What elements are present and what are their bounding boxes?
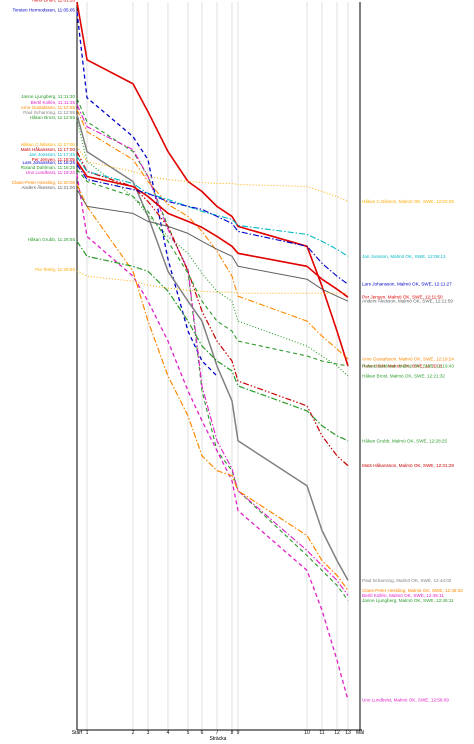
end-label: Håkan Brost, Malmö OK, SWE, 12:21:32 (362, 372, 445, 378)
end-label: Lars Johansson, Malmö OK, SWE, 12:11:27 (362, 282, 452, 287)
label-layer: Hans Lindn, 11:01:55 Hans Lindn, Malmö OK… (12, 0, 464, 703)
start-label: Mats Håkansson, 11:17:00 (21, 146, 76, 152)
end-label: Claes-Peter Hessling, Malmö OK, SWE, 12:… (362, 588, 463, 593)
series-line-1 (76, 1, 349, 367)
x-tick-label: 6 (201, 730, 204, 736)
series-line-14 (76, 174, 349, 701)
series-line-4 (76, 104, 349, 596)
series-line-12 (76, 164, 349, 285)
end-label: Arne Gustafsson, Malmö OK, SWE, 12:19:24 (362, 357, 454, 362)
start-label: Torsten Hermodsson, 11:05:05 (13, 7, 76, 12)
end-label: Bertil Kollén, Malmö OK, SWE, 12:45:11 (362, 593, 444, 598)
start-label: Anders Åkesson, 11:21:00 (21, 184, 75, 190)
grid-lines (86, 2, 361, 730)
end-label: Per Jenyen, Malmö OK, SWE, 12:11:50 (362, 295, 443, 300)
series-line-7 (76, 119, 349, 377)
x-tick-label: 4 (167, 730, 170, 736)
series-line-16 (76, 189, 349, 302)
end-label: Uno Lundkvist, Malmö OK, SWE, 12:58:09 (362, 698, 449, 703)
start-label: Lars Johansson, 11:18:25 (22, 160, 75, 165)
x-tick-label: 3 (147, 730, 150, 736)
start-label: Pia Tenby, 11:29:50 (35, 267, 75, 272)
series-layer (76, 1, 349, 701)
x-tick-label: 2 (132, 730, 135, 736)
x-tick-label: 8 (231, 730, 234, 736)
start-label: Uno Lundkvist, 11:19:20 (26, 170, 76, 175)
start-label: Arne Gustafsson, 11:12:55 (21, 105, 76, 110)
series-line-17 (76, 240, 349, 442)
series-line-15 (76, 184, 349, 591)
end-label: Mats Håkansson, Malmö OK, SWE, 12:31:29 (362, 462, 454, 468)
end-label: Paul Scharrong, Malmö OK, SWE, 12:44:02 (362, 578, 452, 583)
start-label: Janne Ljungberg, 11:11:30 (21, 94, 75, 99)
end-label: Jan Jonsson, Malmö OK, SWE, 12:08:13 (362, 254, 446, 259)
x-axis-label: Sträcka (210, 736, 227, 742)
start-label: Håkan Grubb, 11:26:55 (28, 236, 76, 242)
end-label: Håkan Grubb, Malmö OK, SWE, 12:28:25 (362, 437, 447, 443)
end-label: Roland Dahlman, Malmö OK, SWE, 12:19:43 (362, 364, 454, 369)
start-label: Håkan Brost, 11:12:55 (30, 114, 76, 120)
start-label: Bertil Kollén, 11:11:35 (31, 100, 76, 105)
start-label: Paul Scharrong, 11:12:55 (23, 110, 75, 115)
end-label: Hans Lindn, Malmö OK, SWE, 12:20:11 (362, 364, 443, 369)
end-label: Håkan C.Nilsson, Malmö OK, SWE, 12:02:28 (362, 198, 454, 204)
series-line-9 (76, 151, 349, 467)
x-tick-labels: Start 1 2 3 4 5 6 7 8 9 10 11 12 13 Mål (72, 729, 364, 736)
series-line-11 (76, 161, 349, 298)
start-label: Håkan C.Nilsson, 11:17:00 (21, 141, 76, 147)
x-tick-label: 13 (345, 730, 351, 736)
x-tick-label: 7 (216, 730, 219, 736)
end-label: Anders Åkesson, Malmö OK, SWE, 12:11:59 (362, 298, 453, 304)
x-tick-label: Start (72, 730, 83, 736)
series-line-3 (76, 98, 349, 601)
x-tick-label: 9 (237, 730, 240, 736)
series-line-2 (76, 11, 218, 377)
x-tick-label: 5 (187, 730, 190, 736)
start-label: Jan Jonsson, 11:17:45 (29, 152, 75, 157)
end-label: Janne Ljungberg, Malmö OK, SWE, 12:45:11 (362, 598, 454, 603)
start-label: Claes-Peter Hessling, 11:20:08 (12, 180, 76, 185)
series-line-5 (76, 109, 349, 360)
x-tick-label: 12 (334, 730, 340, 736)
start-label: Per Jenyen, 11:18:05 (32, 157, 76, 162)
start-label: Hans Lindn, 11:01:55 (32, 0, 76, 3)
start-label: Roland Dahlman, 11:18:25 (21, 165, 76, 170)
x-tick-label: Mål (356, 729, 364, 736)
x-tick-label: 1 (86, 730, 89, 736)
x-tick-label: 11 (319, 730, 324, 736)
x-tick-label: 10 (304, 730, 310, 736)
